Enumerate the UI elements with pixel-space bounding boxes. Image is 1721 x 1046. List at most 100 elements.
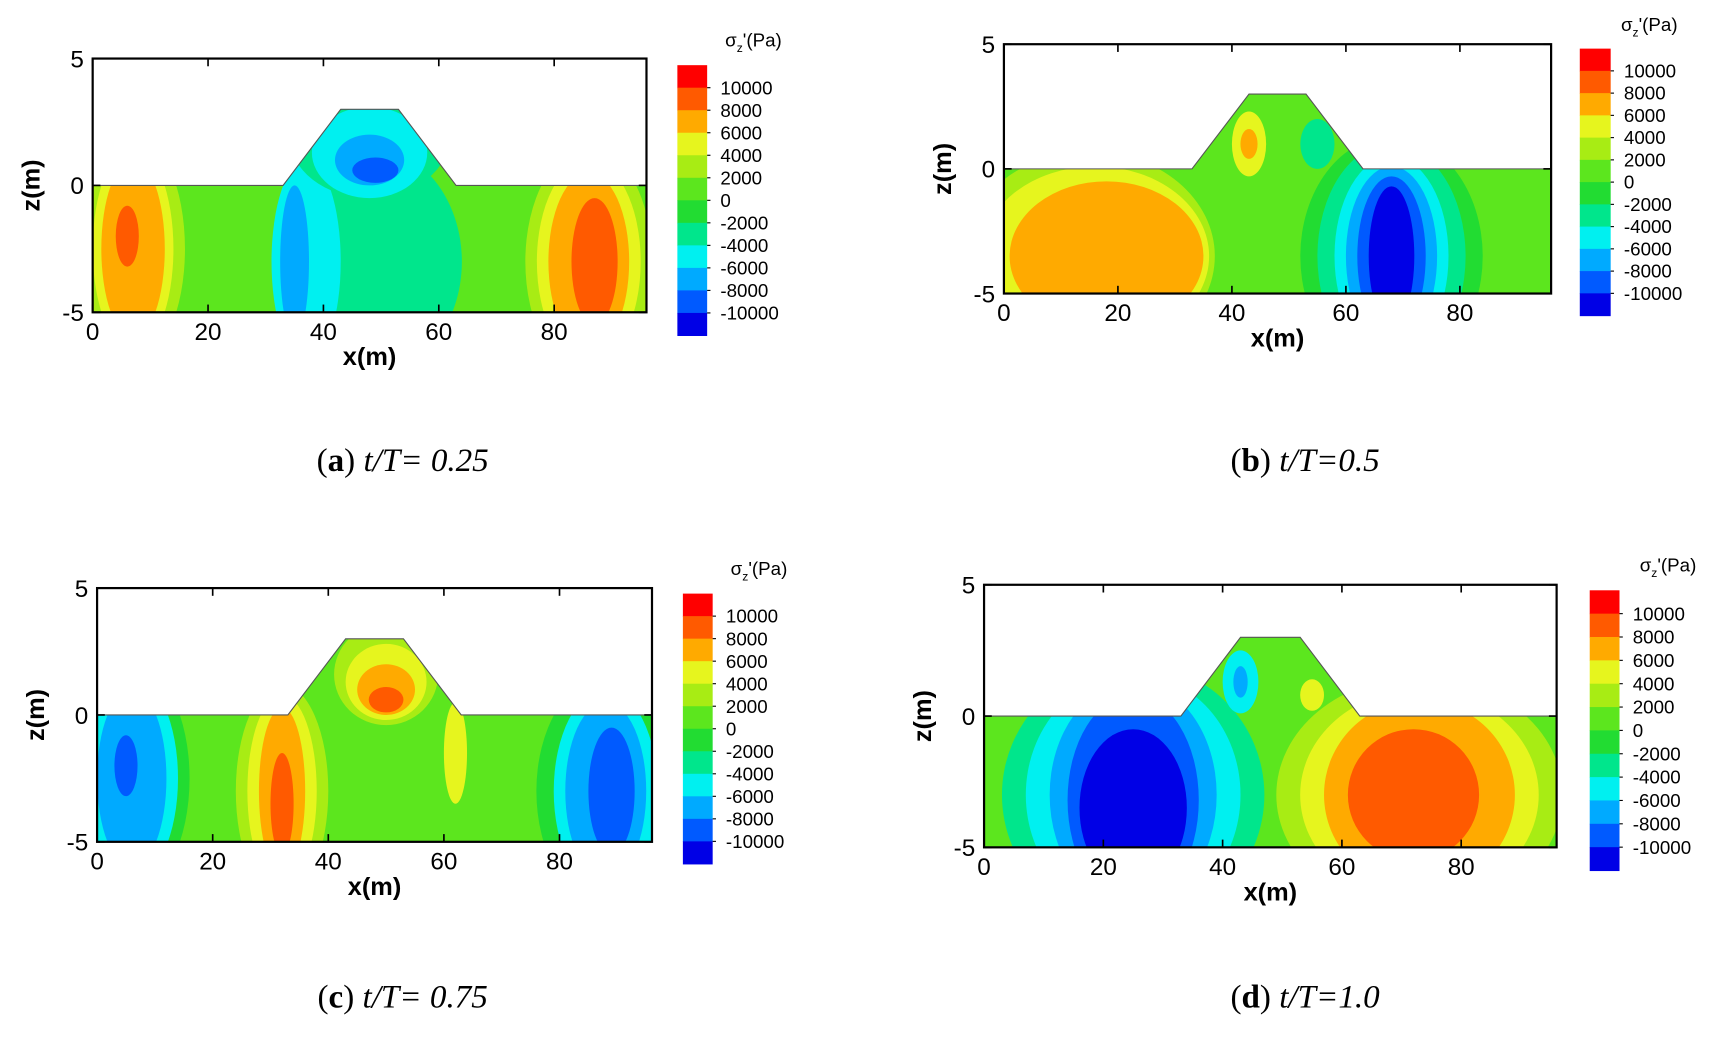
colorbar-swatch [1589, 800, 1620, 825]
colorbar-title-symbol: σ [725, 29, 737, 50]
colorbar-title-unit: '(Pa) [1657, 555, 1696, 576]
y-axis-label: z(m) [18, 159, 46, 211]
colorbar-swatch [1589, 660, 1620, 685]
colorbar-tick-label: -6000 [720, 258, 768, 279]
panel-label: a [328, 443, 345, 479]
x-tick-label: 80 [1448, 854, 1475, 881]
y-axis-label: z(m) [22, 689, 50, 741]
x-tick-label: 60 [1328, 854, 1355, 881]
x-axis-label: x(m) [1251, 324, 1305, 352]
colorbar-tick-label: -6000 [1633, 790, 1681, 811]
y-tick-label: 5 [75, 576, 88, 603]
x-tick-label: 40 [315, 848, 342, 875]
contour-field [1003, 94, 1552, 294]
contour-region [115, 205, 139, 267]
colorbar-swatch [682, 818, 713, 842]
caption-text: t/T= 0.75 [363, 979, 488, 1015]
colorbar-swatch [682, 616, 713, 640]
colorbar-tick-label: -4000 [726, 763, 774, 784]
y-axis-label: z(m) [909, 690, 937, 742]
caption-text: t/T=0.5 [1279, 443, 1379, 479]
contour-region [1240, 128, 1258, 159]
panel: 0 20 40 60 80-505x(m)z(m)1000080006000400020… [909, 555, 1696, 1016]
colorbar-swatch [677, 87, 708, 111]
colorbar-tick-label: -2000 [1633, 743, 1681, 764]
colorbar-title-symbol: σ [1640, 555, 1652, 576]
colorbar-tick-label: 6000 [1633, 650, 1675, 671]
contour-region [114, 735, 138, 797]
colorbar-tick-label: 10000 [720, 77, 772, 98]
colorbar-title-subscript: z [1633, 25, 1639, 39]
x-tick-label: 60 [425, 319, 452, 346]
colorbar-swatch [1579, 48, 1611, 72]
colorbar-title: σz'(Pa) [725, 29, 782, 55]
x-tick-label: 0 [997, 300, 1011, 327]
colorbar-swatch [1589, 636, 1620, 661]
colorbar-tick-label: 2000 [720, 167, 762, 188]
contour-region [1368, 186, 1415, 294]
colorbar-tick-label: 8000 [720, 100, 762, 121]
contour-region [1347, 729, 1480, 848]
colorbar-title-subscript: z [1651, 566, 1657, 580]
contour-region [280, 185, 310, 313]
colorbar-tick-label: -4000 [1633, 767, 1681, 788]
colorbar-tick-label: -8000 [1633, 813, 1681, 834]
colorbar-swatch [677, 290, 708, 314]
colorbar-tick-label: 10000 [1624, 60, 1676, 81]
y-tick-label: 0 [70, 173, 84, 200]
colorbar-tick-label: 2000 [1624, 149, 1666, 170]
colorbar-swatch [677, 312, 708, 337]
panel-label: d [1242, 979, 1261, 1015]
x-tick-label: 0 [90, 848, 104, 875]
colorbar-tick-label: 4000 [726, 673, 768, 694]
colorbar-tick-label: -8000 [1624, 261, 1672, 282]
colorbar-tick-label: -10000 [1633, 837, 1691, 858]
colorbar-tick-label: 4000 [1624, 127, 1666, 148]
colorbar-tick-label: -8000 [720, 280, 768, 301]
panel: 0 20 40 60 80-505x(m)z(m)1000080006000400020… [18, 29, 782, 479]
colorbar-tick-label: 8000 [1633, 627, 1675, 648]
colorbar-tick-label: 6000 [1624, 105, 1666, 126]
colorbar-swatch [1589, 777, 1620, 802]
colorbar-tick-label: -10000 [1624, 283, 1682, 304]
x-tick-label: 60 [1332, 300, 1359, 327]
colorbar-swatch [677, 65, 708, 89]
colorbar-swatch [682, 661, 713, 685]
contour-region [270, 753, 294, 842]
colorbar-swatch [1589, 730, 1620, 755]
contour-region [352, 157, 399, 183]
caption-text: t/T=1.0 [1279, 979, 1380, 1015]
colorbar-swatch [682, 841, 713, 865]
colorbar-title-unit: '(Pa) [1639, 14, 1678, 35]
x-tick-label: 40 [1218, 300, 1245, 327]
colorbar-swatch [677, 155, 708, 179]
colorbar-tick-label: -2000 [726, 741, 774, 762]
x-tick-label: 20 [1090, 854, 1117, 881]
x-tick-label: 80 [541, 319, 568, 346]
colorbar-swatch [677, 245, 708, 269]
contour-region [588, 727, 635, 842]
colorbar-swatch [682, 593, 713, 617]
colorbar-title: σz'(Pa) [1621, 14, 1678, 40]
x-axis-label: x(m) [1244, 878, 1298, 906]
panel: 0 20 40 60 80-505x(m)z(m)1000080006000400020… [22, 558, 787, 1015]
contour-region [1300, 119, 1335, 169]
contour-region [97, 638, 652, 842]
colorbar-swatch [1579, 159, 1611, 183]
panel: 0 20 40 60 80-505x(m)z(m)1000080006000400020… [929, 14, 1682, 479]
contour-field [97, 638, 652, 842]
x-tick-label: 0 [977, 854, 991, 881]
contour-region [1300, 679, 1325, 711]
caption: (c) t/T= 0.75 [318, 979, 488, 1015]
y-tick-label: -5 [67, 830, 89, 857]
x-tick-label: 40 [1209, 854, 1236, 881]
colorbar-swatch [682, 728, 713, 752]
colorbar-swatch [1589, 707, 1620, 731]
contour-field [92, 109, 647, 313]
colorbar-tick-label: -2000 [720, 212, 768, 233]
colorbar-title: σz'(Pa) [1640, 555, 1697, 581]
colorbar-swatch [677, 222, 708, 246]
colorbar-tick-label: 8000 [726, 628, 768, 649]
colorbar-swatch [1579, 93, 1611, 116]
x-tick-label: 20 [195, 319, 222, 346]
